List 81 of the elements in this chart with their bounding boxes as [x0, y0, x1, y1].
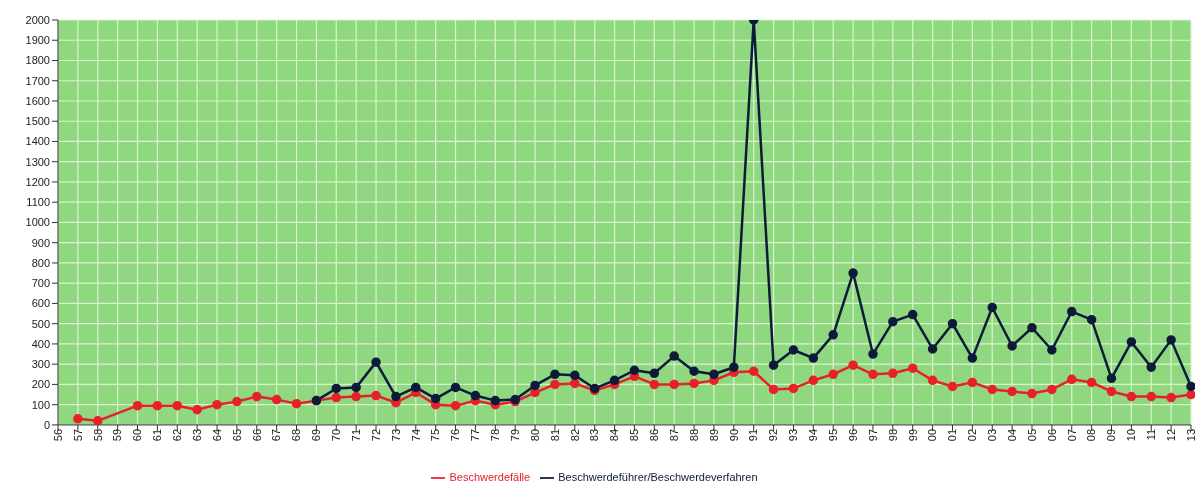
x-tick-label: 77: [469, 428, 482, 442]
x-tick-label: 91: [747, 428, 760, 442]
legend-label: Beschwerdefälle: [449, 470, 531, 483]
x-tick-label: 56: [51, 428, 64, 442]
x-tick-label: 58: [91, 428, 104, 442]
x-tick-label: 93: [787, 428, 800, 442]
x-tick-label: 08: [1085, 428, 1098, 442]
y-tick-label: 2000: [25, 13, 50, 26]
x-tick-label: 07: [1065, 428, 1078, 442]
x-tick-label: 72: [369, 428, 382, 442]
y-tick-label: 200: [31, 378, 50, 391]
x-tick-label: 70: [330, 428, 343, 442]
x-tick-label: 78: [489, 428, 502, 442]
x-tick-label: 61: [151, 428, 164, 442]
x-tick-label: 60: [131, 428, 144, 442]
x-tick-label: 81: [548, 428, 561, 442]
x-tick-label: 88: [687, 428, 700, 442]
y-tick-label: 100: [31, 398, 50, 411]
x-tick-label: 74: [409, 428, 422, 442]
y-tick-label: 300: [31, 358, 50, 371]
x-tick-label: 79: [508, 428, 521, 442]
x-tick-label: 57: [71, 428, 84, 442]
y-tick-label: 500: [31, 317, 50, 330]
y-tick-label: 1800: [25, 54, 50, 67]
x-tick-label: 85: [628, 428, 641, 442]
x-tick-label: 11: [1145, 428, 1158, 441]
x-tick-label: 86: [648, 428, 661, 442]
x-tick-label: 05: [1025, 428, 1038, 442]
x-tick-label: 65: [230, 428, 243, 442]
y-tick-label: 1600: [25, 94, 50, 107]
x-tick-label: 89: [707, 428, 720, 442]
x-tick-label: 64: [210, 428, 223, 442]
y-tick-label: 600: [31, 297, 50, 310]
x-tick-label: 73: [389, 428, 402, 442]
x-tick-label: 59: [111, 428, 124, 442]
y-tick-label: 900: [31, 236, 50, 249]
x-tick-label: 63: [190, 428, 203, 442]
x-tick-label: 76: [449, 428, 462, 442]
x-tick-label: 09: [1105, 428, 1118, 442]
x-tick-label: 90: [727, 428, 740, 442]
x-tick-label: 96: [846, 428, 859, 442]
y-tick-label: 400: [31, 337, 50, 350]
x-tick-label: 04: [1005, 428, 1018, 442]
x-tick-label: 97: [866, 428, 879, 442]
x-tick-label: 83: [588, 428, 601, 442]
x-tick-label: 01: [946, 428, 959, 442]
y-tick-label: 700: [31, 277, 50, 290]
x-tick-label: 13: [1184, 428, 1197, 442]
y-tick-label: 800: [31, 256, 50, 269]
x-tick-label: 98: [886, 428, 899, 442]
x-tick-label: 67: [270, 428, 283, 442]
y-tick-label: 1300: [25, 155, 50, 168]
x-tick-label: 71: [349, 428, 362, 442]
y-tick-label: 1500: [25, 115, 50, 128]
x-tick-label: 68: [290, 428, 303, 442]
x-tick-label: 75: [429, 428, 442, 442]
y-tick-label: 1100: [26, 196, 50, 209]
x-tick-label: 99: [906, 428, 919, 442]
x-tick-label: 94: [807, 428, 820, 442]
y-tick-label: 1200: [25, 175, 50, 188]
x-tick-label: 02: [966, 428, 979, 442]
x-tick-label: 69: [310, 428, 323, 442]
x-tick-label: 92: [767, 428, 780, 442]
y-tick-label: 1900: [25, 34, 50, 47]
y-tick-label: 1000: [25, 216, 50, 229]
x-tick-label: 82: [568, 428, 581, 442]
legend-label: Beschwerdeführer/Beschwerdeverfahren: [558, 470, 758, 483]
x-tick-label: 62: [171, 428, 184, 442]
x-tick-label: 87: [668, 428, 680, 442]
x-tick-label: 06: [1045, 428, 1058, 442]
x-tick-label: 12: [1164, 428, 1177, 442]
x-tick-label: 66: [250, 428, 263, 442]
x-tick-label: 00: [926, 428, 939, 442]
y-tick-label: 1400: [25, 135, 50, 148]
x-tick-label: 84: [608, 428, 621, 442]
x-tick-label: 03: [986, 428, 999, 442]
y-tick-label: 0: [43, 418, 50, 431]
x-tick-label: 80: [528, 428, 541, 442]
x-tick-label: 95: [827, 428, 840, 442]
x-tick-label: 10: [1125, 428, 1138, 442]
y-tick-label: 1700: [25, 74, 50, 87]
